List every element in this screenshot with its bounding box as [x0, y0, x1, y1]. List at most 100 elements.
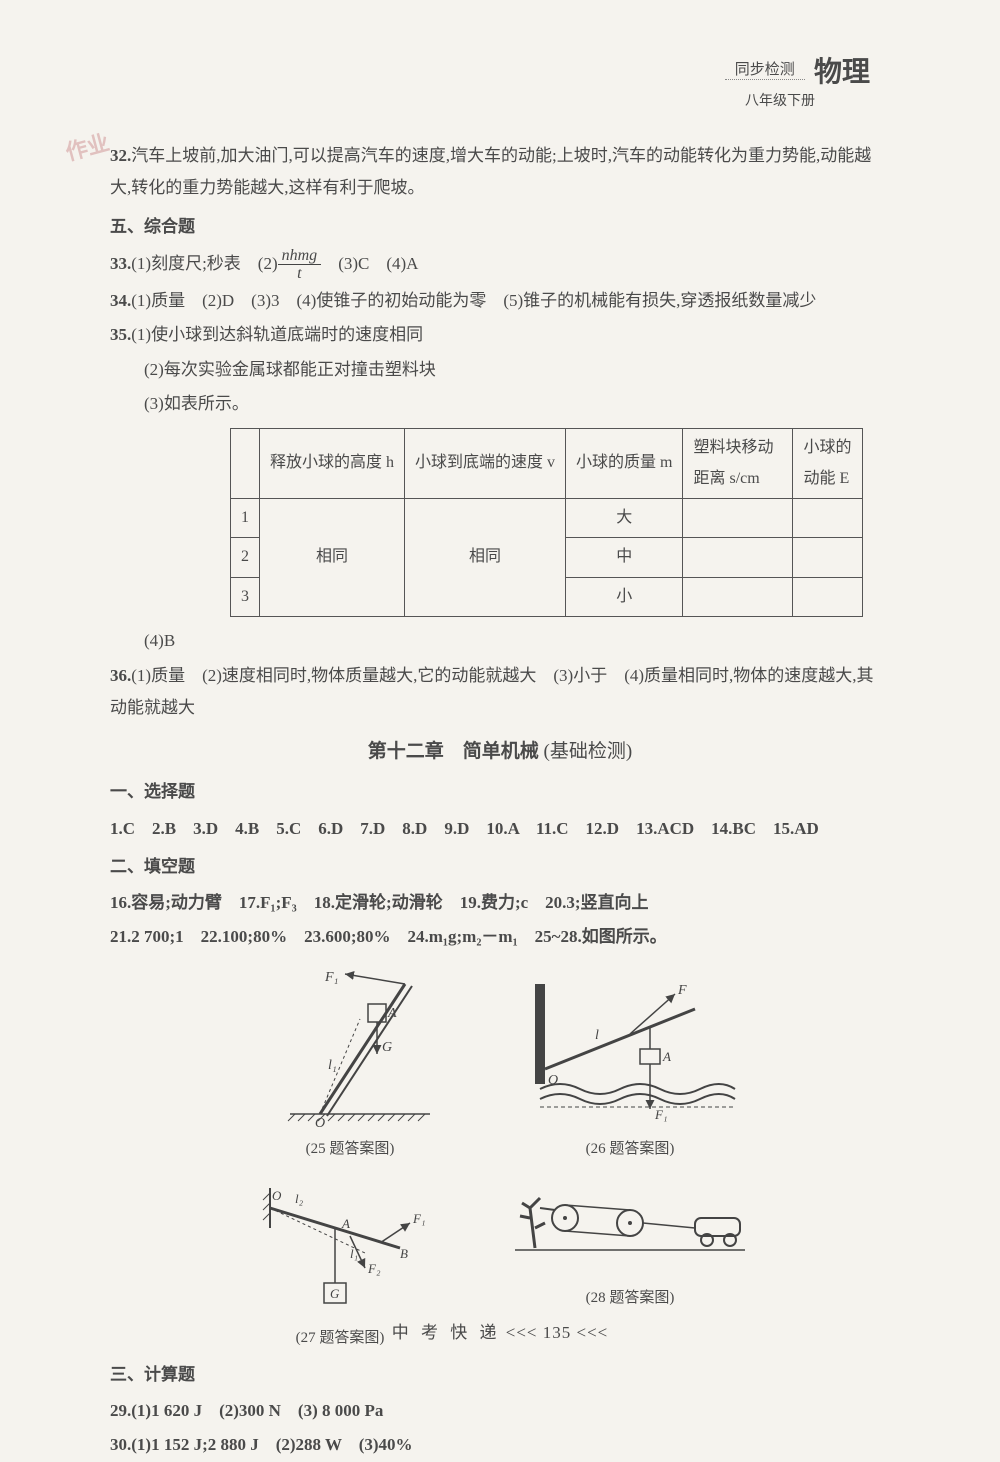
label-G27: G [330, 1286, 340, 1301]
th-0 [231, 429, 260, 499]
label-F1-26: F₁ [654, 1107, 667, 1122]
question-35: 35.(1)使小球到达斜轨道底端时的速度相同 [110, 319, 890, 351]
label-O: O [315, 1116, 325, 1129]
label-F1: F₁ [324, 970, 338, 985]
td: 2 [231, 538, 260, 577]
q34-num: 34. [110, 291, 131, 310]
th-2: 小球到底端的速度 v [405, 429, 566, 499]
q33-p3: (3)C [338, 254, 369, 273]
caption-25: (25 题答案图) [260, 1135, 440, 1164]
q35-p4: (4)B [110, 625, 890, 657]
header-title: 同步检测 [725, 58, 805, 80]
td [793, 499, 863, 538]
th-3: 小球的质量 m [566, 429, 683, 499]
td [683, 577, 793, 616]
label-F2: F₂ [367, 1261, 381, 1276]
chapter-name: 第十二章 简单机械 [368, 741, 539, 762]
figure-25: A G F₁ l₁ O (25 题答案图) [260, 969, 440, 1164]
label-G: G [382, 1040, 392, 1055]
q36-text: (1)质量 (2)速度相同时,物体质量越大,它的动能就越大 (3)小于 (4)质… [110, 666, 874, 717]
question-32: 32.汽车上坡前,加大油门,可以提高汽车的速度,增大车的动能;上坡时,汽车的动能… [110, 140, 890, 205]
label-l2: l₂ [295, 1191, 304, 1206]
label-l1-27: l₁ [350, 1246, 358, 1261]
q35-p3: (3)如表所示。 [110, 388, 890, 420]
header-subject: 物理 [814, 50, 870, 90]
q33-num: 33. [110, 254, 131, 273]
q34-text: (1)质量 (2)D (3)3 (4)使锥子的初始动能为零 (5)锥子的机械能有… [131, 291, 816, 310]
frac-num: nhmg [278, 247, 322, 266]
figure-28-svg [510, 1178, 750, 1278]
choice-answers: 1.C 2.B 3.D 4.B 5.C 6.D 7.D 8.D 9.D 10.A… [110, 813, 890, 845]
td [683, 499, 793, 538]
section-1-heading: 一、选择题 [110, 776, 890, 808]
question-36: 36.(1)质量 (2)速度相同时,物体质量越大,它的动能就越大 (3)小于 (… [110, 660, 890, 725]
section-2-heading: 二、填空题 [110, 851, 890, 883]
fill-line-2: 21.2 700;1 22.100;80% 23.600;80% 24.m₁g;… [110, 921, 890, 953]
td: 1 [231, 499, 260, 538]
q36-num: 36. [110, 666, 131, 685]
table-row: 1 相同 相同 大 [231, 499, 863, 538]
fill-line-1: 16.容易;动力臂 17.F₁;F₃ 18.定滑轮;动滑轮 19.费力;c 20… [110, 887, 890, 919]
fill1-text: 16.容易;动力臂 17.F₁;F₃ 18.定滑轮;动滑轮 19.费力;c 20… [110, 893, 649, 912]
q35-p2: (2)每次实验金属球都能正对撞击塑料块 [110, 354, 890, 386]
figure-26: F O l A F₁ (26 题答案图) [520, 969, 740, 1164]
q35-p1: (1)使小球到达斜轨道底端时的速度相同 [131, 325, 423, 344]
page-footer: 中 考 快 递 <<< 135 <<< [0, 1318, 1000, 1343]
th-1: 释放小球的高度 h [260, 429, 405, 499]
page-header: 同步检测 物理 八年级下册 [110, 50, 890, 110]
td: 大 [566, 499, 683, 538]
question-33: 33.(1)刻度尺;秒表 (2)nhmgt (3)C (4)A [110, 247, 890, 283]
fill2-text: 21.2 700;1 22.100;80% 23.600;80% 24.m₁g;… [110, 927, 667, 946]
q33-fraction: nhmgt [278, 247, 322, 283]
td [793, 577, 863, 616]
td: 3 [231, 577, 260, 616]
td: 小 [566, 577, 683, 616]
q35-num: 35. [110, 325, 131, 344]
watermark: 作业 [62, 125, 113, 167]
header-grade: 八年级下册 [745, 90, 815, 110]
figure-26-svg: F O l A F₁ [520, 969, 740, 1129]
section-5-heading: 五、综合题 [110, 211, 890, 243]
label-O27: O [272, 1188, 282, 1203]
chapter-sub: (基础检测) [544, 741, 633, 762]
page-content: 32.汽车上坡前,加大油门,可以提高汽车的速度,增大车的动能;上坡时,汽车的动能… [110, 140, 890, 1462]
q32-text: 汽车上坡前,加大油门,可以提高汽车的速度,增大车的动能;上坡时,汽车的动能转化为… [110, 146, 871, 197]
caption-28: (28 题答案图) [510, 1284, 750, 1313]
chapter-title: 第十二章 简单机械 (基础检测) [110, 734, 890, 770]
choices-text: 1.C 2.B 3.D 4.B 5.C 6.D 7.D 8.D 9.D 10.A… [110, 819, 819, 838]
caption-26: (26 题答案图) [520, 1135, 740, 1164]
label-B: B [400, 1246, 408, 1261]
figure-27-svg: O l₂ A F₁ l₁ F₂ B G [250, 1178, 430, 1318]
label-l1: l₁ [328, 1058, 337, 1073]
q35-table: 释放小球的高度 h 小球到底端的速度 v 小球的质量 m 塑料块移动距离 s/c… [230, 428, 863, 617]
footer-label: 中 考 快 递 [392, 1323, 501, 1342]
td: 中 [566, 538, 683, 577]
th-4: 塑料块移动距离 s/cm [683, 429, 793, 499]
label-A26: A [662, 1049, 671, 1064]
label-A: A [387, 1006, 397, 1021]
label-A27: A [341, 1216, 350, 1231]
q33-p2-prefix: (2) [258, 254, 278, 273]
q33-p4: (4)A [386, 254, 418, 273]
label-l: l [595, 1028, 599, 1043]
section-3-heading: 三、计算题 [110, 1359, 890, 1391]
label-F1-27: F₁ [412, 1211, 425, 1226]
td [683, 538, 793, 577]
label-F: F [677, 983, 687, 998]
q33-p1: (1)刻度尺;秒表 [131, 254, 241, 273]
frac-den: t [278, 265, 322, 283]
td [793, 538, 863, 577]
q32-num: 32. [110, 146, 131, 165]
table-header-row: 释放小球的高度 h 小球到底端的速度 v 小球的质量 m 塑料块移动距离 s/c… [231, 429, 863, 499]
td: 相同 [260, 499, 405, 617]
q29-text: 29.(1)1 620 J (2)300 N (3) 8 000 Pa [110, 1401, 383, 1420]
figure-25-svg: A G F₁ l₁ O [260, 969, 440, 1129]
question-29: 29.(1)1 620 J (2)300 N (3) 8 000 Pa [110, 1395, 890, 1427]
footer-page: <<< 135 <<< [500, 1323, 608, 1342]
q30-text: 30.(1)1 152 J;2 880 J (2)288 W (3)40% [110, 1435, 413, 1454]
question-30: 30.(1)1 152 J;2 880 J (2)288 W (3)40% [110, 1429, 890, 1461]
th-5: 小球的动能 E [793, 429, 863, 499]
question-34: 34.(1)质量 (2)D (3)3 (4)使锥子的初始动能为零 (5)锥子的机… [110, 285, 890, 317]
figures-row-1: A G F₁ l₁ O (25 题答案图) [110, 969, 890, 1164]
td: 相同 [405, 499, 566, 617]
